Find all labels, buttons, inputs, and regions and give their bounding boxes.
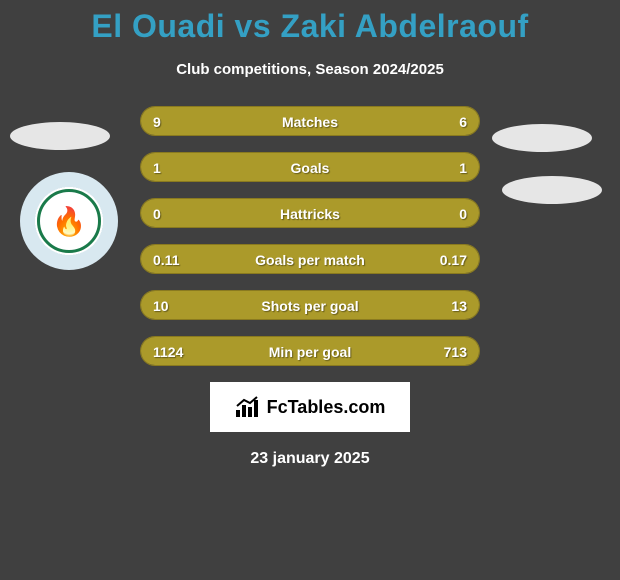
club-logo-inner: 🔥 [37, 189, 101, 253]
stat-value-right: 0.17 [440, 245, 467, 273]
stat-value-right: 0 [459, 199, 467, 227]
subtitle: Club competitions, Season 2024/2025 [0, 61, 620, 78]
stat-row: 1Goals1 [140, 152, 480, 182]
stat-row: 0Hattricks0 [140, 198, 480, 228]
branding-chart-icon [235, 396, 261, 418]
branding-badge: FcTables.com [210, 382, 410, 432]
stat-value-right: 13 [451, 291, 467, 319]
stat-row: 0.11Goals per match0.17 [140, 244, 480, 274]
decor-ellipse-right-2 [502, 176, 602, 204]
stat-row: 1124Min per goal713 [140, 336, 480, 366]
stat-label: Min per goal [141, 337, 479, 365]
date-label: 23 january 2025 [0, 450, 620, 468]
stat-value-right: 1 [459, 153, 467, 181]
stat-label: Shots per goal [141, 291, 479, 319]
stat-row: 10Shots per goal13 [140, 290, 480, 320]
stat-label: Hattricks [141, 199, 479, 227]
stat-label: Goals [141, 153, 479, 181]
stat-row: 9Matches6 [140, 106, 480, 136]
stat-label: Matches [141, 107, 479, 135]
stat-value-right: 713 [444, 337, 467, 365]
stat-label: Goals per match [141, 245, 479, 273]
stats-container: 9Matches6 1Goals1 0Hattricks0 0.11Goals per… [140, 106, 480, 366]
club-logo: 🔥 [20, 172, 118, 270]
decor-ellipse-right-1 [492, 124, 592, 152]
branding-text: FcTables.com [267, 397, 386, 418]
stat-value-right: 6 [459, 107, 467, 135]
page-title: El Ouadi vs Zaki Abdelraouf [0, 0, 620, 45]
decor-ellipse-left [10, 122, 110, 150]
